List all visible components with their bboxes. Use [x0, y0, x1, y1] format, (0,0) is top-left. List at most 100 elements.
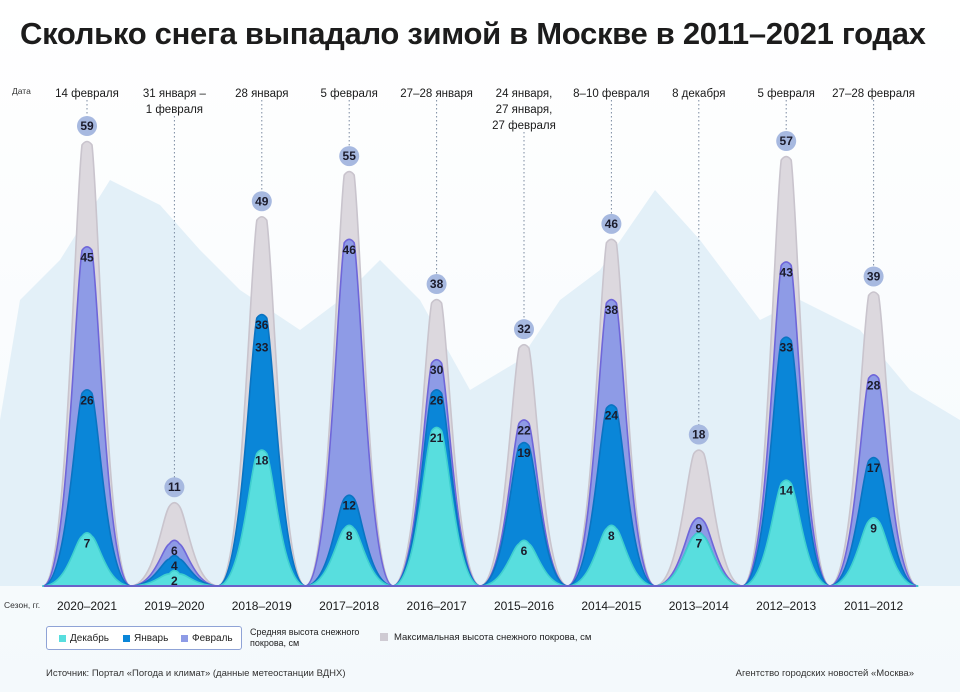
value-label-0-4: 21	[430, 431, 444, 445]
season-axis-label: Сезон, гг.	[4, 600, 41, 610]
area-december-8	[741, 479, 831, 587]
date-label-7-0: 8 декабря	[672, 88, 725, 100]
legend-swatch-december	[59, 635, 66, 642]
background-mountains	[0, 180, 960, 586]
area-december-6	[566, 524, 657, 587]
season-label-0: 2020–2021	[57, 599, 117, 613]
value-label-3-1: 11	[168, 480, 181, 494]
area-december-0	[42, 532, 132, 587]
value-label-0-9: 9	[870, 521, 877, 535]
area-december-9	[828, 516, 919, 587]
legend-item-december: Декабрь	[59, 633, 109, 644]
value-label-3-4: 38	[430, 277, 444, 291]
date-label-1-1: 1 февраля	[146, 104, 203, 116]
legend-swatch-february	[181, 635, 188, 642]
max-bubble-5	[514, 319, 534, 340]
legend-label-february: Февраль	[192, 633, 233, 644]
max-bubble-4	[426, 274, 447, 295]
date-label-5-2: 27 февраля	[492, 120, 556, 132]
date-label-9-0: 27–28 февраля	[832, 88, 915, 100]
area-january-8	[741, 336, 831, 587]
legend-max-text: Максимальная высота снежного покрова, см	[394, 632, 592, 643]
max-bubble-0	[77, 116, 97, 136]
season-label-4: 2016–2017	[407, 599, 467, 613]
value-label-2-9: 28	[867, 378, 881, 392]
legend-label-january: Январь	[134, 633, 169, 644]
value-label-3-8: 57	[780, 134, 794, 148]
max-bubble-9	[863, 266, 884, 287]
value-label-0-7: 7	[695, 536, 702, 550]
legend: Декабрь Январь Февраль	[46, 626, 242, 650]
value-label-3-0: 59	[80, 119, 94, 133]
date-label-4-0: 27–28 января	[400, 88, 473, 100]
area-february-3	[304, 238, 394, 587]
area-december-7	[654, 532, 744, 587]
area-january-6	[566, 404, 657, 587]
date-row-label: Дата	[12, 86, 31, 96]
source-note: Источник: Портал «Погода и климат» (данн…	[46, 668, 346, 679]
legend-item-february: Февраль	[181, 633, 233, 644]
area-december-3	[304, 524, 394, 587]
area-january-0	[42, 389, 132, 587]
value-label-3-6: 46	[605, 217, 619, 231]
value-label-0-3: 8	[346, 529, 353, 543]
value-label-3-2: 49	[255, 194, 269, 208]
value-label-0-1: 2	[171, 574, 178, 588]
chart-title: Сколько снега выпадало зимой в Москве в …	[20, 16, 926, 51]
legend-max-caption: Максимальная высота снежного покрова, см	[380, 632, 591, 643]
season-label-2: 2018–2019	[232, 599, 292, 613]
value-label-2-5: 22	[517, 423, 531, 437]
value-label-1-5: 19	[517, 446, 531, 460]
value-label-1-3: 12	[343, 499, 357, 513]
season-label-1: 2019–2020	[144, 599, 204, 613]
season-label-5: 2015–2016	[494, 599, 554, 613]
value-label-1-6: 24	[605, 408, 619, 422]
value-label-0-5: 6	[521, 544, 528, 558]
area-december-1	[129, 569, 220, 587]
date-label-5-1: 27 января,	[496, 104, 553, 116]
season-label-9: 2011–2012	[844, 599, 904, 613]
season-label-8: 2012–2013	[756, 599, 816, 613]
max-bubble-3	[339, 146, 360, 167]
date-label-3-0: 5 февраля	[321, 88, 378, 100]
value-label-2-2: 33	[255, 341, 269, 355]
legend-swatch-january	[123, 635, 130, 642]
value-label-1-4: 26	[430, 393, 444, 407]
date-label-1-0: 31 января –	[143, 88, 207, 100]
max-bubble-1	[164, 477, 185, 498]
value-label-3-7: 18	[692, 428, 706, 442]
area-december-4	[391, 426, 482, 587]
date-label-0-0: 14 февраля	[55, 88, 119, 100]
area-december-2	[217, 449, 307, 587]
season-label-6: 2014–2015	[581, 599, 641, 613]
value-label-1-2: 36	[255, 318, 269, 332]
value-label-0-0: 7	[84, 536, 91, 550]
season-label-7: 2013–2014	[669, 599, 729, 613]
legend-avg-caption: Средняя высота снежного покрова, см	[250, 627, 360, 648]
value-label-2-4: 30	[430, 363, 444, 377]
value-label-2-8: 43	[780, 265, 794, 279]
date-label-8-0: 5 февраля	[758, 88, 815, 100]
value-label-2-1: 6	[171, 544, 178, 558]
agency-credit: Агентство городских новостей «Москва»	[735, 668, 914, 679]
date-label-2-0: 28 января	[235, 88, 288, 100]
max-bubble-2	[251, 191, 272, 212]
value-label-2-6: 38	[605, 303, 619, 317]
value-label-1-0: 26	[80, 393, 94, 407]
value-label-0-2: 18	[255, 454, 269, 468]
legend-item-january: Январь	[123, 633, 168, 644]
value-label-1-1: 4	[171, 559, 178, 573]
value-label-0-6: 8	[608, 529, 615, 543]
value-label-2-0: 45	[80, 250, 94, 264]
legend-label-december: Декабрь	[70, 633, 109, 644]
season-label-3: 2017–2018	[319, 599, 379, 613]
max-bubble-6	[601, 213, 622, 234]
value-label-3-5: 32	[517, 322, 531, 336]
value-label-2-3: 46	[343, 243, 357, 257]
max-bubble-8	[776, 131, 797, 152]
max-bubble-7	[688, 424, 709, 445]
date-label-5-0: 24 января,	[496, 88, 553, 100]
legend-swatch-max	[380, 633, 388, 641]
